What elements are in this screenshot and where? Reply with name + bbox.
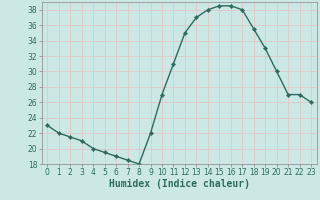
X-axis label: Humidex (Indice chaleur): Humidex (Indice chaleur) [109, 179, 250, 189]
